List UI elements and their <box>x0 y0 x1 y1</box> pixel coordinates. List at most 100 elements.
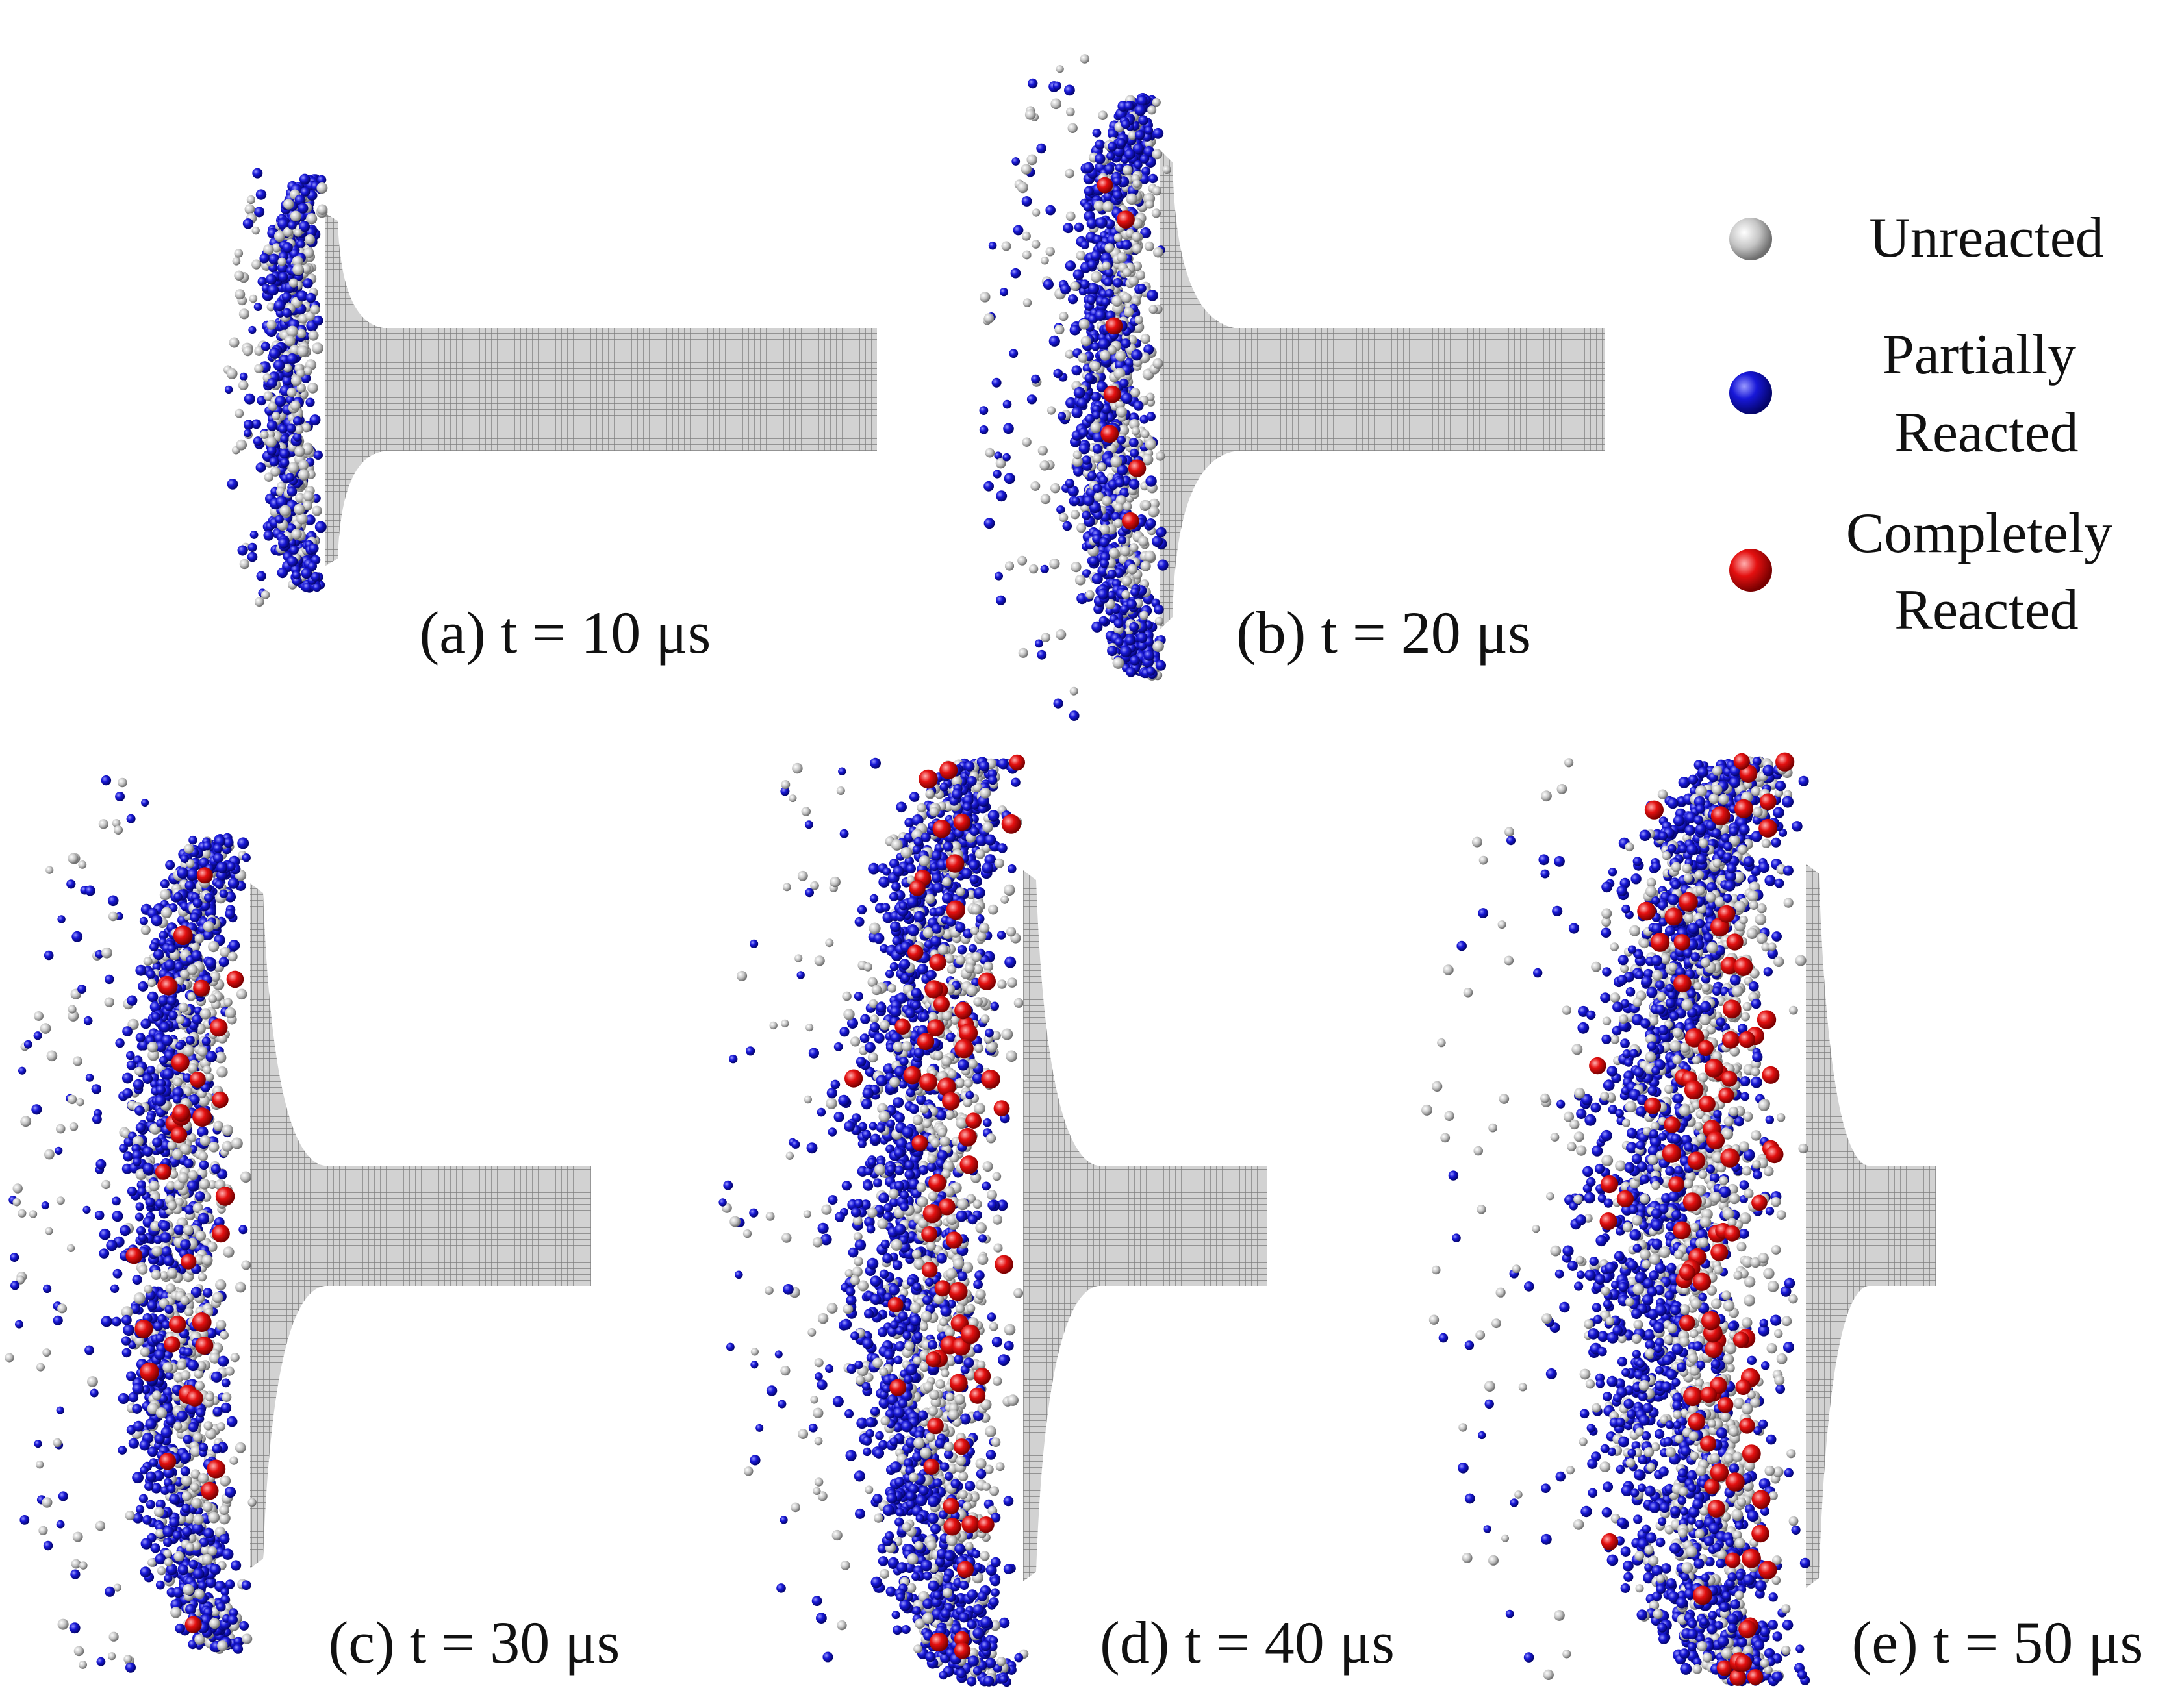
unreacted-particle <box>241 1260 251 1270</box>
unreacted-particle <box>183 1584 194 1596</box>
partially-reacted-particle <box>1062 521 1072 531</box>
unreacted-particle <box>205 1392 214 1402</box>
partially-reacted-particle <box>991 377 1002 388</box>
partially-reacted-particle <box>155 1580 165 1590</box>
unreacted-particle <box>57 1618 69 1630</box>
unreacted-particle <box>260 590 270 599</box>
unreacted-particle <box>155 1407 168 1419</box>
unreacted-particle <box>101 1179 111 1190</box>
partially-reacted-particle <box>115 1038 125 1048</box>
partially-reacted-particle <box>991 1588 1000 1597</box>
partially-reacted-particle <box>92 1114 102 1124</box>
unreacted-particle <box>1039 460 1050 471</box>
partially-reacted-particle <box>111 1316 121 1327</box>
unreacted-particle <box>283 199 294 210</box>
partially-reacted-particle <box>1121 240 1132 250</box>
partially-reacted-particle <box>66 879 76 889</box>
unreacted-particle <box>180 1296 190 1305</box>
partially-reacted-particle <box>122 1026 133 1036</box>
unreacted-particle <box>1091 271 1102 283</box>
unreacted-particle <box>1152 640 1164 652</box>
partially-reacted-particle <box>1058 412 1067 421</box>
unreacted-particle <box>1004 561 1015 571</box>
unreacted-particle <box>68 1005 77 1014</box>
unreacted-particle <box>79 1661 87 1669</box>
unreacted-particle <box>73 1646 84 1657</box>
partially-reacted-particle <box>828 1195 838 1205</box>
panel-d: (d) t = 40 μs <box>718 754 1395 1687</box>
partially-reacted-particle <box>317 175 327 184</box>
unreacted-particle <box>108 1631 119 1642</box>
partially-reacted-particle <box>138 1494 148 1503</box>
partially-reacted-particle <box>137 1187 147 1196</box>
partially-reacted-particle <box>1131 349 1143 361</box>
partially-reacted-particle <box>1056 505 1065 514</box>
partially-reacted-particle <box>149 1458 159 1467</box>
partially-reacted-particle <box>180 1239 191 1250</box>
partially-reacted-particle <box>227 877 240 889</box>
unreacted-particle <box>292 256 303 267</box>
partially-reacted-particle <box>161 1246 172 1257</box>
partially-reacted-particle <box>255 462 266 473</box>
unreacted-particle <box>143 957 153 966</box>
partially-reacted-particle <box>826 1088 837 1099</box>
unreacted-particle <box>247 1498 257 1507</box>
unreacted-particle <box>87 1376 98 1387</box>
partially-reacted-particle <box>155 1199 165 1209</box>
unreacted-particle <box>312 342 323 355</box>
unreacted-particle <box>160 907 173 919</box>
unreacted-particle <box>987 1190 997 1200</box>
completely-reacted-particle <box>171 1053 190 1072</box>
partially-reacted-particle <box>1137 95 1148 107</box>
unreacted-particle <box>56 1124 66 1134</box>
partially-reacted-particle <box>162 1068 174 1080</box>
partially-reacted-particle <box>241 1580 251 1590</box>
partially-reacted-particle <box>199 1160 209 1170</box>
rod-a <box>325 213 877 566</box>
unreacted-particle <box>1050 98 1061 110</box>
partially-reacted-particle <box>94 1211 105 1220</box>
partially-reacted-particle <box>126 1371 136 1381</box>
completely-reacted-particle <box>1128 459 1147 477</box>
partially-reacted-particle <box>19 1515 30 1525</box>
partially-reacted-particle <box>167 944 176 953</box>
unreacted-particle <box>123 1655 133 1664</box>
partially-reacted-particle <box>282 308 292 318</box>
unreacted-particle <box>296 329 307 338</box>
unreacted-particle <box>1112 657 1124 669</box>
unreacted-particle <box>291 529 302 540</box>
partially-reacted-particle <box>219 1534 230 1544</box>
partially-reacted-particle <box>302 278 313 289</box>
partially-reacted-particle <box>140 1466 149 1475</box>
partially-reacted-particle <box>1108 142 1117 151</box>
unreacted-particle <box>826 1303 838 1314</box>
unreacted-particle <box>985 447 995 458</box>
partially-reacted-particle <box>134 1105 145 1116</box>
partially-reacted-particle <box>1117 435 1126 445</box>
partially-reacted-particle <box>286 353 298 364</box>
completely-reacted-particle <box>134 1320 153 1338</box>
completely-reacted-particle <box>226 970 244 988</box>
partially-reacted-particle <box>309 414 321 426</box>
partially-reacted-particle <box>273 359 285 371</box>
unreacted-particle <box>1152 358 1163 369</box>
unreacted-particle <box>1013 998 1024 1008</box>
unreacted-particle <box>1049 559 1060 570</box>
unreacted-particle <box>12 1183 23 1194</box>
unreacted-particle <box>958 1471 969 1481</box>
unreacted-particle <box>266 436 277 447</box>
partially-reacted-particle <box>231 1560 242 1571</box>
unreacted-particle <box>198 1151 208 1161</box>
partially-reacted-particle <box>893 1625 902 1635</box>
partially-reacted-particle <box>1128 479 1140 490</box>
unreacted-particle <box>1132 232 1142 242</box>
unreacted-particle <box>215 1279 227 1291</box>
unreacted-particle <box>294 503 305 515</box>
caption-b: (b) t = 20 μs <box>1236 599 1531 666</box>
partially-reacted-particle <box>43 1284 52 1293</box>
unreacted-particle <box>223 1246 235 1258</box>
partially-reacted-particle <box>195 1191 205 1201</box>
partially-reacted-particle <box>281 292 292 302</box>
partially-reacted-particle <box>289 545 299 555</box>
partially-reacted-particle <box>121 1072 133 1084</box>
